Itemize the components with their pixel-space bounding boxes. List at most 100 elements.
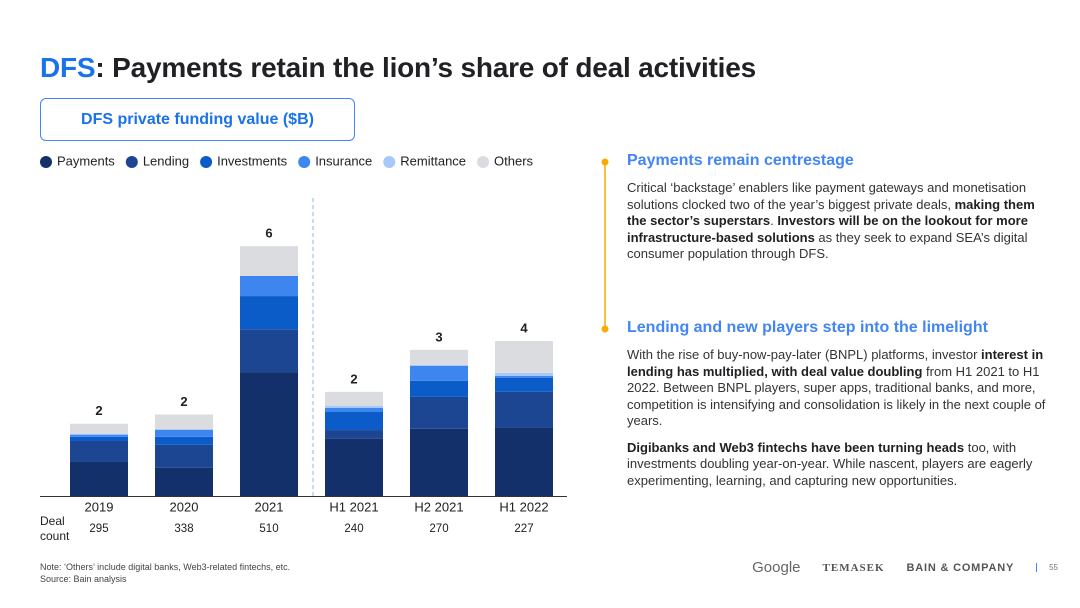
text: too, with investments doubling year-on-y… (627, 439, 1033, 488)
footnote: Note: ‘Others’ include digital banks, We… (40, 561, 290, 585)
bar-segment (410, 365, 468, 381)
section-heading: Payments remain centrestage (627, 152, 854, 169)
section-heading: Lending and new players step into the li… (627, 319, 988, 336)
bold-text: interest in lending has multiplied, with… (627, 347, 1044, 379)
bar-segment (325, 430, 383, 439)
legend-label: Payments (57, 153, 115, 168)
x-tick-label: H1 2021 (329, 499, 378, 514)
paragraph: Critical ‘backstage’ enablers like payme… (627, 180, 1047, 263)
source: Source: Bain analysis (40, 574, 127, 584)
deal-count: 270 (429, 523, 448, 535)
deal-count-label: Deal count (40, 514, 70, 543)
x-tick-label: 2020 (170, 499, 199, 514)
chart-label: DFS private funding value ($B) (81, 110, 314, 128)
legend-label: Others (494, 153, 534, 168)
total-label: 4 (520, 320, 528, 335)
bold-text: Digibanks and Web3 fintechs have been tu… (627, 439, 965, 455)
timeline (601, 158, 609, 333)
legend-swatch (298, 156, 311, 168)
bar-segment (495, 377, 553, 392)
x-tick-label: 2021 (255, 499, 284, 514)
bar-segment (410, 428, 468, 496)
legend-swatch (383, 156, 396, 168)
note: Note: ‘Others’ include digital banks, We… (40, 562, 291, 572)
chart-label-box: DFS private funding value ($B) (40, 98, 355, 141)
x-tick-label: H1 2022 (499, 499, 548, 514)
bold-text: Investors will be on the lookout for mor… (627, 213, 1028, 245)
page-number: 55 (1036, 563, 1058, 572)
deal-count: 227 (514, 523, 533, 535)
bar-segment (70, 436, 128, 441)
total-label: 6 (265, 226, 272, 241)
bar-segment (325, 412, 383, 431)
bar-segment (325, 407, 383, 412)
legend-swatch (40, 156, 52, 168)
timeline-dot (601, 158, 609, 166)
paragraph: Digibanks and Web3 fintechs have been tu… (627, 440, 1047, 490)
bar-segment (410, 349, 468, 365)
deal-count: 295 (89, 523, 108, 535)
logo: Google (752, 559, 801, 576)
text: as they seek to expand SEA’s digital con… (627, 229, 1028, 262)
bar-segment (240, 329, 298, 373)
bar-segment (155, 429, 213, 437)
total-label: 3 (435, 329, 442, 344)
bar-segment (70, 433, 128, 435)
bar-segment (155, 414, 213, 430)
bar-segment (70, 461, 128, 496)
bar-segment (410, 364, 468, 366)
x-tick-label: 2019 (85, 499, 114, 514)
title-text: : Payments retain the lion’s share of de… (95, 52, 756, 83)
bar-segment (495, 372, 553, 376)
slide-title: DFS: Payments retain the lion’s share of… (40, 52, 756, 84)
paragraph: With the rise of buy-now-pay-later (BNPL… (627, 347, 1047, 430)
x-tick-label: H2 2021 (414, 499, 463, 514)
bar-segment (410, 396, 468, 429)
section: Lending and new players step into the li… (627, 319, 1047, 499)
bar-segment (495, 341, 553, 373)
bar-segment (70, 434, 128, 437)
bar-segment (325, 438, 383, 496)
deal-count: 338 (174, 523, 193, 535)
timeline-dot (601, 325, 609, 333)
text: Critical ‘backstage’ enablers like payme… (627, 180, 1027, 212)
bar-segment (240, 296, 298, 330)
section: Payments remain centrestage Critical ‘bac… (627, 152, 1047, 273)
bar-segment (240, 372, 298, 496)
total-label: 2 (180, 394, 187, 409)
bar-segment (155, 444, 213, 468)
text: . (770, 213, 778, 228)
chart: Payments Lending Investments Insurance Remit… (40, 153, 567, 543)
deal-count: 510 (259, 523, 278, 535)
total-label: 2 (350, 371, 357, 386)
legend-swatch (125, 156, 138, 168)
bar-segment (70, 440, 128, 462)
title-highlight: DFS (40, 52, 96, 83)
legend-label: Remittance (400, 153, 466, 168)
bar-segment (410, 380, 468, 397)
bold-text: making them the sector’s superstars (627, 196, 1035, 229)
total-label: 2 (95, 403, 102, 418)
bar-segment (495, 427, 553, 496)
logos: Google TEMASEK BAIN & COMPANY 55 (752, 559, 1058, 576)
bar-segment (70, 423, 128, 434)
bar-segment (240, 246, 298, 276)
bar-segment (495, 391, 553, 428)
logo: TEMASEK (822, 561, 885, 574)
bar-segment (325, 405, 383, 408)
text: from H1 2021 to H1 2022. Between BNPL pl… (627, 363, 1046, 429)
bar-segment (325, 391, 383, 406)
bar-segment (495, 375, 553, 378)
legend-label: Investments (217, 153, 288, 168)
legend-swatch (477, 156, 490, 168)
bar-segment (155, 436, 213, 445)
legend-label: Insurance (315, 153, 372, 168)
text: With the rise of buy-now-pay-later (BNPL… (627, 347, 982, 362)
legend-swatch (200, 156, 213, 168)
bar-segment (240, 275, 298, 297)
deal-count: 240 (344, 523, 363, 535)
logo: BAIN & COMPANY (906, 561, 1015, 574)
bar-segment (155, 467, 213, 496)
legend-label: Lending (143, 153, 189, 168)
